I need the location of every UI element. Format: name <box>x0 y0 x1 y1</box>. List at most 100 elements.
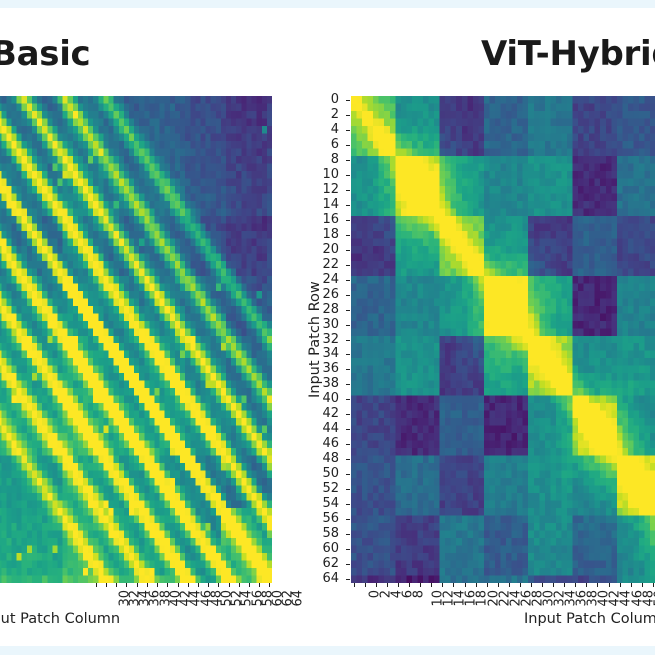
x-tick-mark <box>575 583 577 587</box>
x-tick-mark <box>630 583 632 587</box>
y-tick-label: 54 <box>322 496 339 512</box>
x-tick-mark <box>259 583 261 587</box>
x-tick-mark <box>353 583 355 587</box>
y-tick-mark <box>346 429 350 431</box>
y-tick-mark <box>346 549 350 551</box>
y-tick-label: 2 <box>330 106 339 122</box>
y-tick-label: 6 <box>330 136 339 152</box>
y-tick-mark <box>346 294 350 296</box>
x-tick-mark <box>564 583 566 587</box>
y-tick-label: 14 <box>322 196 339 212</box>
x-tick-mark <box>146 583 148 587</box>
x-tick-mark <box>269 583 271 587</box>
x-tick-mark <box>597 583 599 587</box>
y-tick-label: 4 <box>330 121 339 137</box>
y-tick-label: 34 <box>322 346 339 362</box>
x-tick-mark <box>208 583 210 587</box>
y-tick-label: 64 <box>322 571 339 587</box>
x-tick-mark <box>167 583 169 587</box>
panel-title-vit-hybrid: ViT-Hybrid <box>481 34 655 74</box>
y-tick-label: 10 <box>322 166 339 182</box>
y-tick-label: 30 <box>322 316 339 332</box>
y-tick-mark <box>346 189 350 191</box>
y-tick-label: 50 <box>322 466 339 482</box>
y-tick-mark <box>346 444 350 446</box>
x-tick-mark <box>409 583 411 587</box>
y-tick-label: 36 <box>322 361 339 377</box>
x-tick-mark <box>187 583 189 587</box>
x-axis-label-vit-hybrid: Input Patch Column <box>524 611 655 627</box>
y-tick-label: 58 <box>322 526 339 542</box>
y-tick-mark <box>346 354 350 356</box>
y-tick-mark <box>346 174 350 176</box>
y-tick-label: 62 <box>322 556 339 572</box>
y-tick-mark <box>346 234 350 236</box>
x-tick-mark <box>508 583 510 587</box>
y-tick-mark <box>346 129 350 131</box>
heatmap-vit-hybrid-canvas <box>351 96 655 583</box>
y-tick-mark <box>346 219 350 221</box>
x-axis-label-basic: Input Patch Column <box>0 611 121 627</box>
x-tick-mark <box>238 583 240 587</box>
x-tick-mark <box>531 583 532 587</box>
y-tick-mark <box>346 99 350 101</box>
y-tick-mark <box>346 264 350 266</box>
y-tick-label: 38 <box>322 376 339 392</box>
matplotlib-figure: Basic ViT-Hybrid 30323436384042444648505… <box>0 8 655 646</box>
y-tick-mark <box>346 159 350 161</box>
x-tick-mark <box>453 583 455 587</box>
y-tick-mark <box>346 534 350 536</box>
x-tick-mark <box>228 583 230 587</box>
y-tick-mark <box>346 384 350 386</box>
y-tick-mark <box>346 564 350 566</box>
y-tick-label: 22 <box>322 256 339 272</box>
x-tick-mark <box>641 583 643 587</box>
x-tick-mark <box>116 583 118 587</box>
x-tick-mark <box>218 583 220 587</box>
y-tick-label: 12 <box>322 181 339 197</box>
y-tick-label: 48 <box>322 451 339 467</box>
y-tick-mark <box>346 309 350 311</box>
y-tick-label: 20 <box>322 241 339 257</box>
y-tick-label: 26 <box>322 286 339 302</box>
x-tick-mark <box>475 583 477 587</box>
x-tick-mark <box>486 583 488 587</box>
x-tick-mark <box>106 583 107 587</box>
x-tick-mark <box>519 583 521 587</box>
y-tick-label: 24 <box>322 271 339 287</box>
x-tick-mark <box>95 583 97 587</box>
y-tick-mark <box>346 204 350 206</box>
y-tick-mark <box>346 489 350 491</box>
x-tick-mark <box>136 583 138 587</box>
heatmap-basic-canvas <box>0 96 272 583</box>
y-tick-mark <box>346 474 350 476</box>
y-tick-mark <box>346 249 350 251</box>
y-tick-label: 56 <box>322 511 339 527</box>
heatmap-vit-hybrid <box>351 96 655 583</box>
x-tick-mark <box>442 583 444 587</box>
y-tick-label: 44 <box>322 421 339 437</box>
x-tick-mark <box>542 583 544 587</box>
x-tick-mark <box>398 583 400 587</box>
y-tick-mark <box>346 369 350 371</box>
y-tick-mark <box>346 114 350 116</box>
y-tick-mark <box>346 399 350 401</box>
x-tick-mark <box>652 583 654 587</box>
x-tick-mark <box>249 583 250 587</box>
x-tick-mark <box>431 583 433 587</box>
y-tick-label: 28 <box>322 301 339 317</box>
x-tick-mark <box>126 583 128 587</box>
x-tick-mark <box>497 583 499 587</box>
x-tick-mark <box>157 583 159 587</box>
x-tick-mark <box>553 583 555 587</box>
y-tick-label: 8 <box>330 151 339 167</box>
y-tick-mark <box>346 519 350 521</box>
x-tick-mark <box>420 583 422 587</box>
y-tick-label: 16 <box>322 211 339 227</box>
y-tick-label: 40 <box>322 391 339 407</box>
x-tick-label: 8 <box>411 590 427 599</box>
x-tick-mark <box>197 583 199 587</box>
y-tick-label: 42 <box>322 406 339 422</box>
y-tick-label: 46 <box>322 436 339 452</box>
y-tick-mark <box>346 459 350 461</box>
